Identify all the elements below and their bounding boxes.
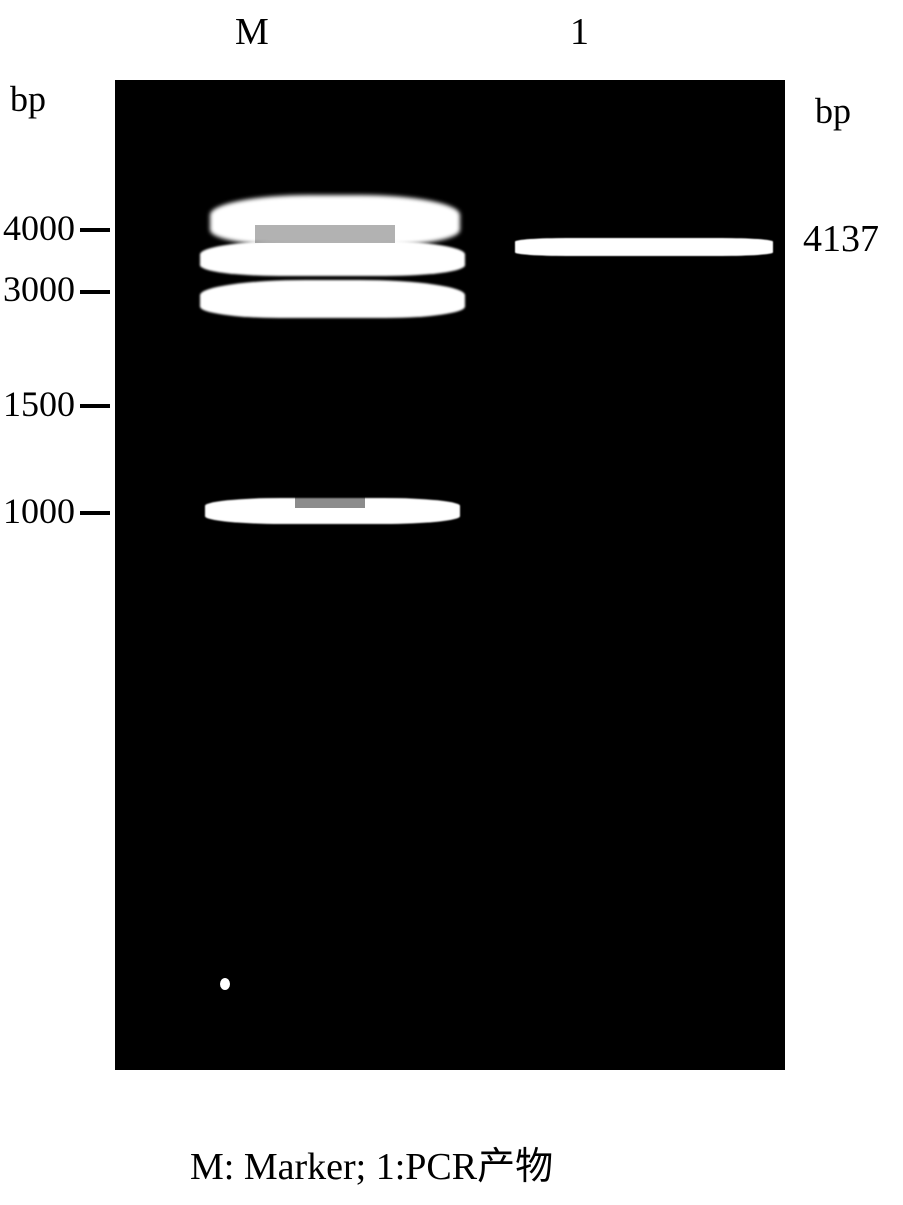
marker-band-3000 [200, 280, 465, 318]
marker-band-1000-notch [295, 496, 365, 508]
marker-tick-1500 [80, 404, 110, 408]
gel-image [115, 80, 785, 1070]
marker-label-4000: 4000 [0, 207, 75, 249]
marker-band-gap [255, 225, 395, 243]
unit-label-right: bp [815, 90, 851, 132]
marker-tick-4000 [80, 228, 110, 232]
gel-artifact-dot [220, 978, 230, 990]
marker-tick-3000 [80, 290, 110, 294]
figure-caption: M: Marker; 1:PCR产物 [190, 1135, 553, 1190]
unit-label-left: bp [10, 78, 46, 120]
sample-label-4137: 4137 [803, 217, 879, 261]
sample-band-4137 [515, 238, 773, 256]
marker-label-1500: 1500 [0, 383, 75, 425]
gel-figure: M 1 bp bp 4000 3000 1500 1000 4137 M: Ma… [0, 0, 903, 1205]
marker-tick-1000 [80, 511, 110, 515]
lane-header-marker: M [235, 10, 269, 54]
marker-band-4000 [200, 240, 465, 276]
marker-label-3000: 3000 [0, 268, 75, 310]
lane-header-sample: 1 [570, 10, 589, 54]
marker-label-1000: 1000 [0, 490, 75, 532]
